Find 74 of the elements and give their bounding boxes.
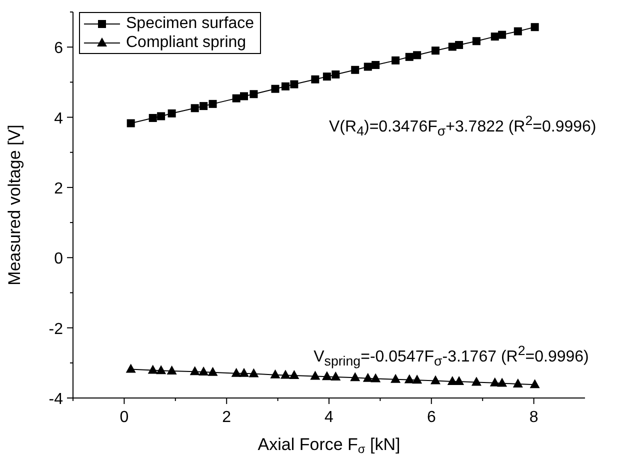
point [126, 364, 136, 373]
y-tick-label: 0 [54, 250, 64, 268]
point [190, 366, 200, 376]
point [454, 376, 464, 386]
annotation: V(R$_{4}$)=0.3476F$_{σ}$+3.7822 (R$^{2}$=0.9996) [329, 113, 596, 139]
point [530, 23, 539, 32]
y-tick-label: 2 [54, 180, 64, 198]
point [471, 376, 482, 386]
point [332, 70, 340, 78]
point [430, 375, 440, 384]
point [280, 370, 290, 379]
legend-label: Specimen surface [126, 14, 254, 33]
point [370, 373, 381, 382]
point [148, 364, 158, 374]
point [166, 365, 177, 374]
annotation: V$_{spring}$=-0.0547F$_{σ}$-3.1767 (R$^{2}$=0.9996) [314, 342, 589, 368]
point [271, 84, 280, 93]
point [310, 370, 320, 380]
x-tick-label: 8 [529, 409, 538, 426]
x-axis-title: Axial Force F$_{σ}$ [kN] [258, 435, 400, 456]
y-axis-title: Measured voltage [V] [5, 124, 24, 286]
point [190, 104, 199, 112]
point [126, 119, 135, 128]
point [200, 102, 208, 110]
point [497, 378, 508, 387]
point [413, 51, 422, 60]
point [498, 30, 506, 39]
point [198, 366, 209, 376]
point [472, 37, 480, 46]
point [362, 372, 373, 382]
point [248, 368, 259, 378]
point [351, 66, 360, 74]
y-tick-label: 4 [54, 110, 64, 128]
point [490, 377, 500, 386]
point [208, 100, 217, 108]
point [240, 92, 248, 100]
point [530, 379, 540, 388]
point [281, 82, 290, 90]
point [392, 56, 400, 64]
point [289, 370, 300, 380]
point [208, 366, 218, 376]
point [231, 368, 242, 377]
x-tick-label: 0 [120, 409, 129, 426]
point [311, 75, 320, 84]
y-tick-label: 6 [54, 40, 64, 58]
x-tick-label: 2 [222, 409, 232, 426]
point [232, 94, 240, 102]
point [322, 72, 331, 81]
point [512, 378, 523, 388]
point [330, 371, 341, 380]
y-tick-label: -2 [48, 320, 64, 338]
point [404, 374, 414, 384]
point [412, 374, 422, 384]
point [364, 62, 372, 71]
point [350, 372, 360, 382]
point [390, 374, 401, 383]
point [405, 52, 414, 61]
x-tick-label: 4 [324, 409, 334, 426]
point [322, 371, 332, 380]
point [431, 46, 440, 55]
point [156, 365, 166, 374]
point [270, 369, 280, 378]
x-tick-label: 6 [426, 409, 436, 426]
point [148, 114, 157, 122]
point [372, 60, 380, 69]
point [250, 90, 258, 98]
point [157, 112, 166, 120]
point [514, 27, 522, 36]
point [455, 40, 464, 49]
y-tick-label: -4 [48, 391, 64, 408]
legend-label: Compliant spring [126, 33, 246, 52]
point [290, 80, 298, 88]
point [239, 368, 250, 377]
point [168, 109, 176, 118]
